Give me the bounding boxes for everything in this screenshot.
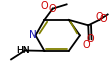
- Text: O: O: [49, 4, 56, 14]
- Text: O: O: [82, 40, 90, 50]
- Text: O: O: [40, 1, 48, 11]
- Text: HN: HN: [16, 46, 30, 55]
- Text: O: O: [96, 12, 103, 22]
- Text: O: O: [86, 34, 94, 44]
- Text: N: N: [29, 30, 37, 40]
- Text: O: O: [100, 14, 108, 24]
- Text: HN: HN: [16, 46, 30, 55]
